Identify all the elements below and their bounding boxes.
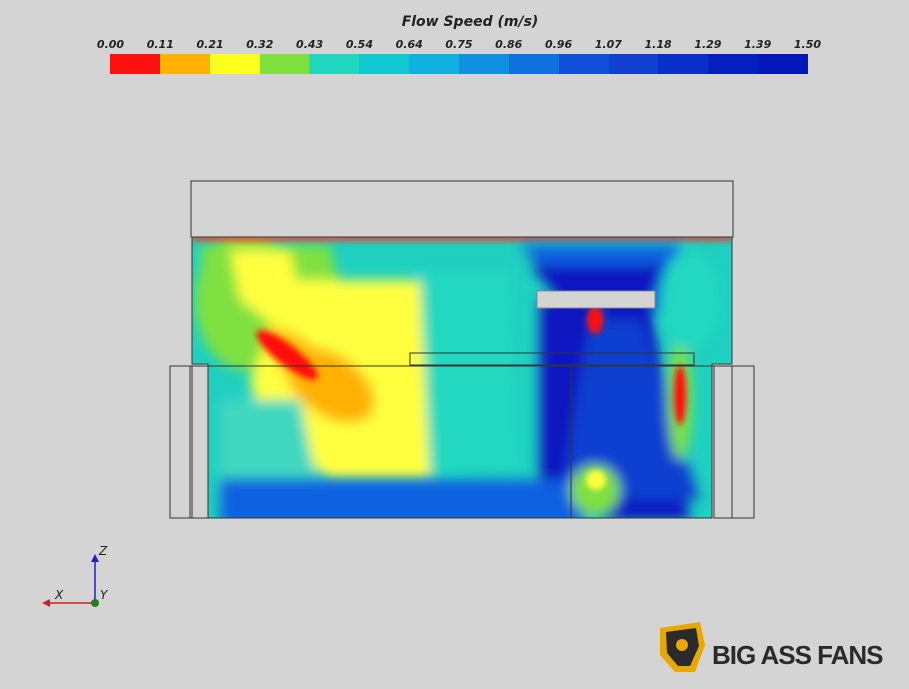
colorbar-swatch — [259, 54, 310, 74]
colorbar-tick: 0.32 — [246, 38, 274, 51]
colorbar-tick: 0.54 — [345, 38, 373, 51]
colorbar-tick: 1.18 — [644, 38, 672, 51]
colorbar-tick: 0.21 — [196, 38, 224, 51]
colorbar-swatch — [110, 54, 160, 74]
colorbar-swatch — [508, 54, 559, 74]
colorbar-tick: 0.86 — [495, 38, 523, 51]
brand-name: BIG ASS FANS — [712, 640, 884, 670]
ceiling-box — [190, 180, 734, 238]
colorbar-tick: 1.39 — [744, 38, 772, 51]
colorbar-swatch — [758, 54, 809, 74]
colorbar-swatch — [608, 54, 659, 74]
axis-y-label: Y — [100, 588, 108, 602]
colorbar-swatch — [209, 54, 260, 74]
axis-x-label: X — [55, 588, 64, 602]
colorbar-tick: 0.96 — [544, 38, 573, 51]
colorbar-tick: 0.75 — [445, 38, 473, 51]
axis-triad — [42, 554, 99, 607]
colorbar-tick: 0.64 — [395, 38, 423, 51]
colorbar-tick-labels: 0.00 0.11 0.21 0.32 0.43 0.54 0.64 0.75 … — [86, 38, 832, 51]
colorbar-tick: 1.29 — [694, 38, 722, 51]
colorbar-title: Flow Speed (m/s) — [401, 14, 539, 30]
fan-unit — [536, 290, 656, 309]
colorbar-swatch — [309, 54, 360, 74]
velocity-contours — [192, 237, 732, 518]
colorbar-tick: 1.50 — [793, 38, 821, 51]
colorbar-swatch — [558, 54, 609, 74]
colorbar-swatch — [708, 54, 759, 74]
colorbar-tick: 1.07 — [594, 38, 622, 51]
colorbar-tick: 0.00 — [96, 38, 125, 51]
colorbar-swatch — [159, 54, 210, 74]
colorbar-swatch — [359, 54, 410, 74]
colorbar-tick: 0.11 — [146, 38, 174, 51]
colorbar-legend — [110, 54, 809, 74]
axis-z-label: Z — [99, 544, 108, 558]
brand-logo-icon — [660, 622, 705, 672]
colorbar-swatch — [459, 54, 509, 74]
room-outline — [169, 236, 755, 519]
colorbar-swatch — [409, 54, 460, 74]
colorbar-tick: 0.43 — [296, 38, 324, 51]
colorbar-swatch — [658, 54, 709, 74]
